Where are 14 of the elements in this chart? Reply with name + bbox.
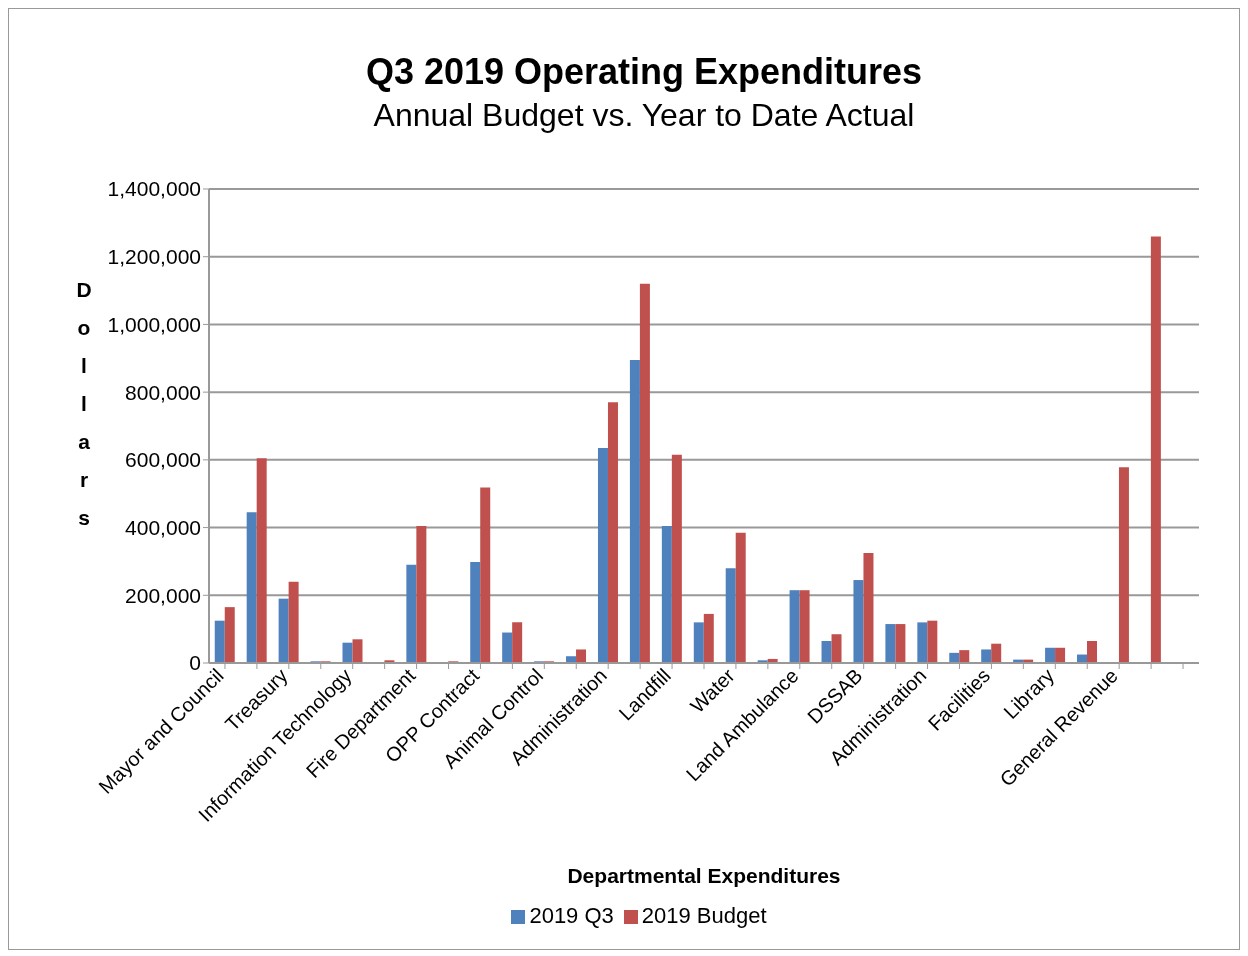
chart-title: Q3 2019 Operating Expenditures [364,51,924,93]
x-axis-title: Departmental Expenditures [567,864,841,887]
y-tick-label: 800,000 [125,380,201,404]
y-tick-label: 1,400,000 [107,177,201,201]
legend-label: 2019 Q3 [529,903,614,928]
chart-subtitle: Annual Budget vs. Year to Date Actual [372,97,916,134]
y-tick-label: 1,200,000 [107,245,201,269]
y-tick-label: 0 [189,651,201,675]
y-tick-label: 200,000 [125,583,201,607]
y-tick-label: 400,000 [125,516,201,540]
y-tick-label: 1,000,000 [107,312,201,336]
legend-label: 2019 Budget [641,903,767,928]
y-axis-title: Dollars [75,277,93,531]
y-tick-label: 600,000 [125,448,201,472]
